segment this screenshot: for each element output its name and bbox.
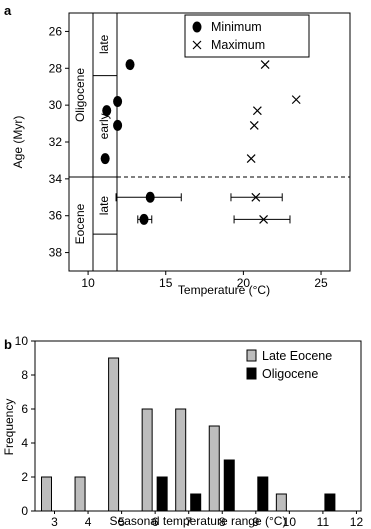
panel-a-xlabel: Temperature (°C) xyxy=(178,283,270,297)
maximum-point xyxy=(252,106,262,116)
x-tick-label: 25 xyxy=(314,276,328,290)
late-eocene-bar xyxy=(175,408,187,512)
strat-subdivision-label: late xyxy=(97,34,111,54)
y-tick-label: 0 xyxy=(21,504,28,518)
panel-b-ylabel: Frequency xyxy=(2,399,16,456)
legend-label-oligocene: Oligocene xyxy=(262,367,318,381)
panel-b-label: b xyxy=(4,337,12,352)
y-tick-label: 10 xyxy=(15,334,29,348)
panel-a-label: a xyxy=(4,3,12,18)
x-tick-label: 6 xyxy=(152,515,159,529)
y-tick-label: 28 xyxy=(49,61,63,75)
x-tick-label: 7 xyxy=(185,515,192,529)
y-tick-label: 2 xyxy=(21,470,28,484)
legend-marker-maximum xyxy=(192,40,202,50)
minimum-point xyxy=(125,59,135,71)
oligocene-bar xyxy=(257,476,269,512)
x-tick-label: 5 xyxy=(118,515,125,529)
strat-epoch-label: Oligocene xyxy=(73,68,87,122)
legend-box xyxy=(184,14,310,58)
y-tick-label: 4 xyxy=(21,436,28,450)
y-tick-label: 30 xyxy=(49,98,63,112)
oligocene-bar xyxy=(223,459,235,512)
maximum-point xyxy=(291,95,301,105)
y-tick-label: 6 xyxy=(21,402,28,416)
late-eocene-bar xyxy=(141,408,153,512)
late-eocene-bar xyxy=(108,357,120,512)
minimum-point xyxy=(102,105,112,117)
late-eocene-bar xyxy=(41,476,52,512)
legend-label-maximum: Maximum xyxy=(211,38,265,52)
x-tick-label: 11 xyxy=(317,515,330,529)
late-eocene-bar xyxy=(275,493,287,512)
maximum-point xyxy=(249,120,259,130)
legend-swatch-oligocene xyxy=(246,367,257,380)
maximum-point xyxy=(259,214,269,224)
x-tick-label: 10 xyxy=(283,515,297,529)
maximum-point xyxy=(246,154,256,164)
legend-swatch-late-eocene xyxy=(246,349,257,362)
late-eocene-bar xyxy=(74,476,86,512)
legend-label-minimum: Minimum xyxy=(211,20,262,34)
legend-label-late-eocene: Late Eocene xyxy=(262,349,332,363)
x-tick-label: 4 xyxy=(85,515,92,529)
minimum-point xyxy=(113,95,123,107)
x-tick-label: 15 xyxy=(159,276,173,290)
strat-subdivision-label: early xyxy=(97,113,111,139)
late-eocene-bar xyxy=(208,425,220,512)
oligocene-bar xyxy=(324,493,336,512)
x-tick-label: 9 xyxy=(252,515,259,529)
panel-b-xlabel: Seasonal temperature range (°C) xyxy=(110,514,287,528)
strat-epoch-label: Eocene xyxy=(73,203,87,244)
x-tick-label: 20 xyxy=(237,276,251,290)
oligocene-bar xyxy=(156,476,168,512)
y-tick-label: 8 xyxy=(21,368,28,382)
minimum-point xyxy=(139,213,149,225)
x-tick-label: 8 xyxy=(219,515,226,529)
x-tick-label: 12 xyxy=(350,515,364,529)
x-tick-label: 3 xyxy=(51,515,58,529)
y-tick-label: 32 xyxy=(49,135,63,149)
strat-subdivision-label: late xyxy=(97,196,111,216)
x-tick-label: 10 xyxy=(81,276,95,290)
legend-marker-minimum xyxy=(192,21,202,33)
panel-a-ylabel: Age (Myr) xyxy=(11,116,25,169)
maximum-point xyxy=(260,60,270,70)
y-tick-label: 26 xyxy=(49,24,63,38)
maximum-point xyxy=(251,192,261,202)
minimum-point xyxy=(100,153,110,165)
oligocene-bar xyxy=(190,493,202,512)
minimum-point xyxy=(145,191,155,203)
y-tick-label: 34 xyxy=(49,172,63,186)
minimum-point xyxy=(113,119,123,131)
y-tick-label: 38 xyxy=(49,246,63,260)
y-tick-label: 36 xyxy=(49,209,63,223)
